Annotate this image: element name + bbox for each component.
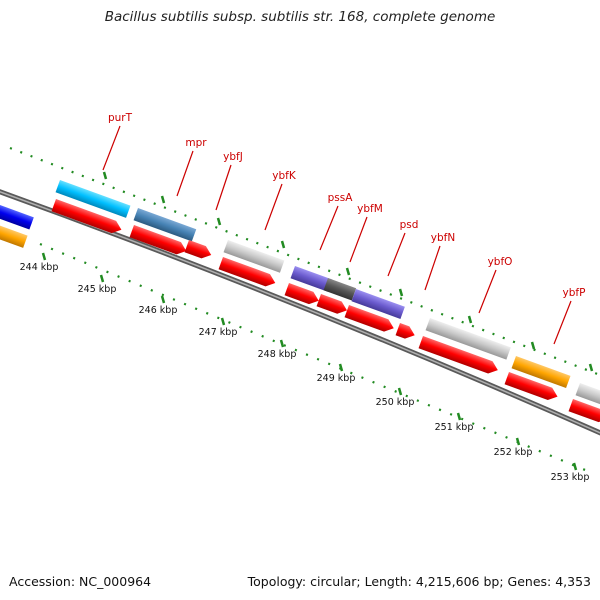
cds-ybfO: [418, 336, 498, 374]
gene-label-leader: [176, 150, 194, 197]
scale-label: 248 kbp: [258, 349, 297, 360]
upper-major-tick: [345, 267, 351, 276]
lower-major-tick: [160, 295, 166, 304]
gene-label-leader: [319, 205, 339, 251]
gene-label-leader: [349, 216, 368, 263]
gene-label-leader: [215, 164, 232, 211]
accession-text: Accession: NC_000964: [9, 574, 152, 589]
feature-ybfM-gene: [351, 289, 405, 320]
cds-ybfM-a: [316, 294, 347, 314]
scale-label: 247 kbp: [199, 327, 238, 338]
feature-left-blue-gene: [0, 205, 34, 230]
scale-label: 245 kbp: [78, 284, 117, 295]
scale-label: 244 kbp: [20, 262, 59, 273]
gene-label-purT[interactable]: purT: [108, 112, 133, 124]
gene-label-ybfJ[interactable]: ybfJ: [223, 151, 243, 163]
feature-next-gene: [575, 383, 600, 409]
lower-major-tick: [99, 274, 105, 283]
cds-ybfK: [218, 257, 276, 287]
lower-major-tick: [397, 387, 403, 396]
gene-label-ybfN[interactable]: ybfN: [431, 232, 455, 244]
upper-major-tick: [160, 195, 166, 204]
feature-purT-gene: [55, 180, 131, 218]
cds-ybfP: [504, 372, 558, 400]
gene-label-ybfP[interactable]: ybfP: [563, 287, 586, 299]
gene-label-ybfM[interactable]: ybfM: [357, 203, 383, 215]
cds-next: [568, 399, 600, 423]
cds-ybfJ: [184, 240, 212, 259]
gene-label-leader: [387, 232, 406, 277]
feature-ybfK-gene: [223, 239, 285, 273]
gene-label-leader: [102, 125, 121, 171]
gene-label-leader: [264, 183, 283, 231]
gene-label-mpr[interactable]: mpr: [185, 137, 207, 149]
lower-major-tick: [41, 252, 47, 261]
cds-psd: [395, 323, 415, 339]
upper-major-tick: [588, 363, 594, 372]
upper-major-tick: [530, 341, 536, 350]
upper-major-tick: [467, 315, 473, 324]
feature-pssA-overlap: [323, 278, 357, 301]
cds-purT: [51, 199, 122, 234]
lower-major-tick: [220, 317, 226, 326]
scale-label: 253 kbp: [551, 472, 590, 483]
scale-label: 252 kbp: [494, 447, 533, 458]
cds-pssA: [284, 283, 319, 305]
map-title: Bacillus subtilis subsp. subtilis str. 1…: [104, 9, 496, 25]
upper-major-tick: [280, 240, 286, 249]
scale-label: 249 kbp: [317, 373, 356, 384]
genome-backbone: [0, 189, 600, 436]
feature-ybfP-gene: [511, 356, 571, 389]
upper-major-tick: [216, 217, 222, 226]
gene-label-leader: [553, 300, 572, 345]
cds-ybfM-b: [344, 305, 394, 332]
lower-major-tick: [338, 363, 344, 372]
lower-major-tick: [456, 412, 462, 421]
gene-label-psd[interactable]: psd: [400, 219, 419, 231]
lower-major-tick: [515, 437, 521, 446]
gene-label-ybfK[interactable]: ybfK: [272, 170, 297, 182]
feature-mpr-gene: [133, 208, 197, 242]
gene-labels: 244 kbp 245 kbp 246 kbp 247 kbp 248 kbp 249 k…: [20, 112, 590, 483]
feature-tracks: [0, 180, 600, 423]
upper-major-tick: [398, 288, 404, 297]
scale-label: 246 kbp: [139, 305, 178, 316]
scale-ticks: [41, 171, 594, 471]
genome-summary-text: Topology: circular; Length: 4,215,606 bp…: [247, 574, 591, 589]
feature-pssA-gene: [290, 266, 333, 292]
gene-label-leader: [478, 269, 497, 314]
scale-label: 251 kbp: [435, 422, 474, 433]
gene-label-ybfO[interactable]: ybfO: [488, 256, 513, 268]
gene-label-pssA[interactable]: pssA: [328, 192, 354, 204]
lower-major-tick: [279, 339, 285, 348]
upper-major-tick: [102, 171, 108, 180]
scale-label: 250 kbp: [376, 397, 415, 408]
lower-major-tick: [572, 462, 578, 471]
gene-label-leader: [424, 245, 441, 291]
cds-mpr: [129, 225, 187, 255]
feature-ybfO-gene: [425, 318, 511, 360]
feature-left-orange-gene: [0, 222, 28, 248]
